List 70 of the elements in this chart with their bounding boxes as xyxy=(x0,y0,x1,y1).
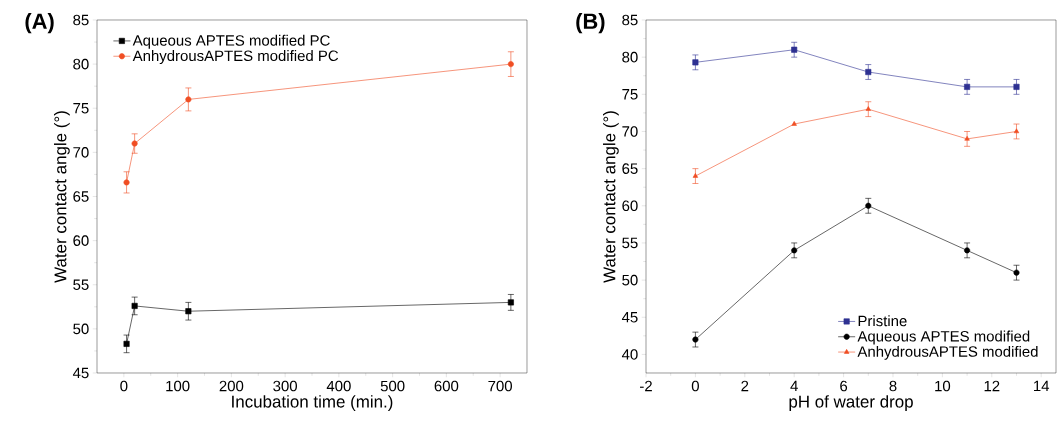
x-tick-label: 12 xyxy=(984,380,1000,392)
point xyxy=(185,96,192,103)
legend-label: Aqueous APTES modified xyxy=(857,330,1030,345)
x-tick-label: 8 xyxy=(889,380,897,392)
point xyxy=(692,59,699,66)
y-tick-label: 65 xyxy=(622,163,638,174)
point xyxy=(791,247,798,254)
y-tick-label: 80 xyxy=(73,58,89,70)
y-tick-label: 55 xyxy=(622,237,638,249)
y-tick-label: 40 xyxy=(621,349,638,360)
point xyxy=(1013,83,1020,90)
y-tick-label: 50 xyxy=(622,274,638,286)
point xyxy=(791,121,797,126)
y-tick-label: 45 xyxy=(72,367,89,379)
x-tick-label: 2 xyxy=(741,380,749,392)
y-tick-label: 65 xyxy=(73,191,89,202)
x-tick-label: 600 xyxy=(434,380,459,392)
point xyxy=(507,299,514,306)
y-tick-label: 75 xyxy=(622,89,638,100)
legend-label: AnhydrousAPTES modified xyxy=(857,345,1038,360)
point xyxy=(865,106,871,111)
point xyxy=(1013,128,1020,134)
x-tick-label: -2 xyxy=(640,380,652,392)
point xyxy=(1013,269,1020,276)
y-tick-label: 70 xyxy=(622,126,638,137)
x-tick-label: 0 xyxy=(120,380,128,392)
point xyxy=(692,336,699,343)
point xyxy=(865,202,872,209)
point xyxy=(131,302,138,309)
point xyxy=(964,135,970,141)
legend-label: AnhydrousAPTES modified PC xyxy=(132,50,339,64)
y-axis-title: Water contact angle (°) xyxy=(53,111,70,283)
text: (B) xyxy=(576,12,605,34)
point xyxy=(131,140,138,147)
point xyxy=(964,247,971,254)
y-tick-label: 70 xyxy=(73,147,89,158)
y-tick-label: 85 xyxy=(622,14,638,26)
point xyxy=(791,46,798,53)
x-tick-label: 700 xyxy=(488,380,512,392)
point xyxy=(185,308,192,315)
x-axis-title: Incubation time (min.) xyxy=(232,395,393,411)
y-tick-label: 50 xyxy=(73,323,89,335)
point xyxy=(865,69,872,76)
point xyxy=(507,61,514,68)
x-tick-label: 200 xyxy=(219,380,244,392)
x-tick-label: 100 xyxy=(166,380,190,392)
point xyxy=(964,83,971,90)
x-tick-label: 400 xyxy=(326,380,351,392)
y-tick-label: 80 xyxy=(622,51,638,63)
point xyxy=(123,340,130,347)
x-tick-label: 500 xyxy=(380,380,405,392)
y-tick-label: 55 xyxy=(73,279,89,290)
x-tick-label: 6 xyxy=(840,380,848,392)
x-tick-label: 10 xyxy=(935,380,951,392)
legend-label: Aqueous APTES modified PC xyxy=(132,34,330,49)
y-tick-label: 85 xyxy=(73,14,89,26)
y-axis-title: Water contact angle (°) xyxy=(602,111,619,283)
x-tick-label: 14 xyxy=(1034,380,1050,392)
y-tick-label: 45 xyxy=(621,312,638,323)
y-tick-label: 60 xyxy=(622,200,638,212)
x-tick-label: 0 xyxy=(691,380,699,392)
y-tick-label: 75 xyxy=(73,103,89,114)
point xyxy=(123,179,130,186)
x-tick-label: 300 xyxy=(273,380,297,392)
legend-label: Pristine xyxy=(858,315,907,327)
x-tick-label: 4 xyxy=(790,380,798,392)
x-axis-title: pH of water drop xyxy=(789,395,913,411)
text: (A) xyxy=(25,12,54,34)
y-tick-label: 60 xyxy=(73,235,89,246)
point xyxy=(692,173,699,178)
